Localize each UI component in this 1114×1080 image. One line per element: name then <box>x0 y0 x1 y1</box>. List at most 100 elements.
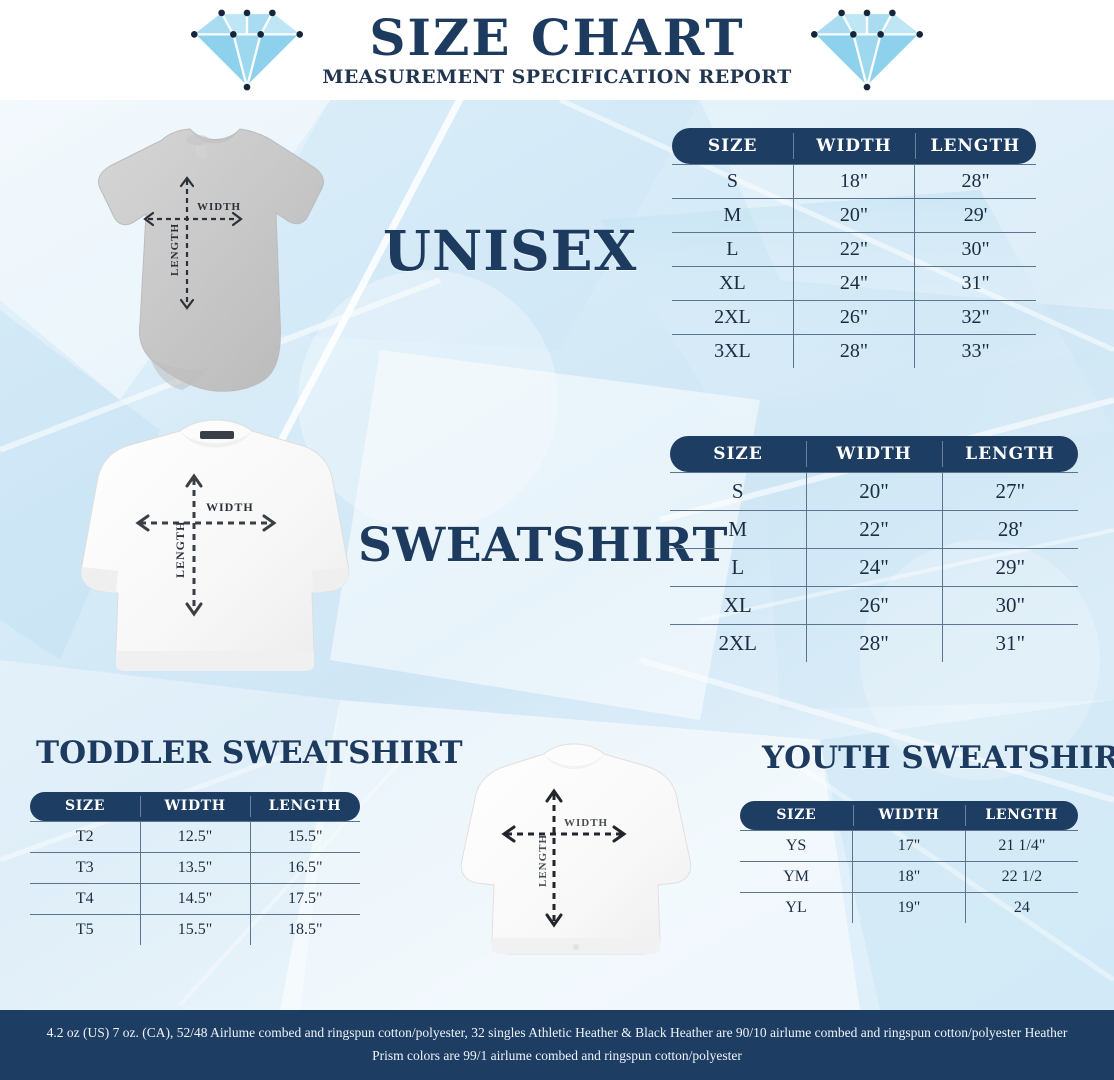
section-title-unisex: UNISEX <box>383 218 638 283</box>
unisex-width-label: WIDTH <box>197 201 241 213</box>
column-header-width: WIDTH <box>793 128 914 164</box>
cell-size: YL <box>740 891 854 923</box>
sweatshirt-length-label: LENGTH <box>173 521 187 578</box>
column-header-length: LENGTH <box>914 128 1036 164</box>
cell-length: 22 1/2 <box>965 860 1078 892</box>
table-row: L 22" 30" <box>672 231 1036 266</box>
table-row: M 20" 29' <box>672 197 1036 232</box>
page-footer: 4.2 oz (US) 7 oz. (CA), 52/48 Airlume co… <box>0 1010 1114 1080</box>
cell-length: 30" <box>914 231 1036 266</box>
youth-size-table: SIZE WIDTH LENGTH YS 17" 21 1/4" YM 18" 22 1/2 Y… <box>740 801 1078 923</box>
cell-length: 18.5" <box>250 913 360 945</box>
cell-width: 18" <box>852 860 966 892</box>
page-subtitle: MEASUREMENT SPECIFICATION REPORT <box>322 66 792 88</box>
toddler-length-label: LENGTH <box>537 834 549 887</box>
cell-width: 19" <box>852 891 966 923</box>
cell-length: 30" <box>942 585 1078 624</box>
cell-size: XL <box>670 585 807 624</box>
table-header-row: SIZE WIDTH LENGTH <box>670 436 1078 472</box>
cell-length: 29" <box>942 547 1078 586</box>
cell-width: 26" <box>793 299 916 334</box>
cell-size: XL <box>672 265 794 300</box>
column-header-width: WIDTH <box>140 792 250 821</box>
cell-size: T5 <box>30 913 141 945</box>
cell-size: L <box>670 547 807 586</box>
cell-length: 21 1/4" <box>965 829 1078 861</box>
cell-width: 28" <box>806 623 943 662</box>
cell-length: 17.5" <box>250 882 360 914</box>
cell-length: 28' <box>942 509 1078 548</box>
table-row: T4 14.5" 17.5" <box>30 882 360 914</box>
section-title-sweatshirt: SWEATSHIRT <box>358 518 728 573</box>
toddler-size-table: SIZE WIDTH LENGTH T2 12.5" 15.5" T3 13.5" 16.5"… <box>30 792 360 945</box>
column-header-size: SIZE <box>65 798 105 815</box>
section-title-toddler: TODDLER SWEATSHIRT <box>36 735 463 771</box>
cell-size: 2XL <box>670 623 807 662</box>
cell-size: 2XL <box>672 299 794 334</box>
cell-width: 17" <box>852 829 966 861</box>
table-row: YM 18" 22 1/2 <box>740 860 1078 892</box>
unisex-length-label: LENGTH <box>169 223 181 276</box>
header-titles: SIZE CHART MEASUREMENT SPECIFICATION REP… <box>316 12 797 88</box>
cell-length: 28" <box>914 163 1036 198</box>
cell-size: S <box>670 471 807 510</box>
sweatshirt-width-label: WIDTH <box>206 500 254 514</box>
table-row: YS 17" 21 1/4" <box>740 829 1078 861</box>
section-title-youth: YOUTH SWEATSHIRT <box>762 740 1114 776</box>
table-row: L 24" 29" <box>670 547 1078 586</box>
table-row: T5 15.5" 18.5" <box>30 913 360 945</box>
table-row: T3 13.5" 16.5" <box>30 851 360 883</box>
cell-length: 24 <box>965 891 1078 923</box>
toddler-sweatshirt-image: WIDTH LENGTH <box>460 743 692 955</box>
table-row: 3XL 28" 33" <box>672 333 1036 368</box>
cell-length: 31" <box>942 623 1078 662</box>
column-header-length: LENGTH <box>250 792 360 821</box>
page-header: SIZE CHART MEASUREMENT SPECIFICATION REP… <box>0 0 1114 100</box>
cell-size: S <box>672 163 794 198</box>
cell-length: 29' <box>914 197 1036 232</box>
cell-size: T2 <box>30 820 141 852</box>
cell-size: T4 <box>30 882 141 914</box>
table-header-row: SIZE WIDTH LENGTH <box>740 801 1078 830</box>
column-header-width: WIDTH <box>852 801 966 830</box>
table-row: 2XL 26" 32" <box>672 299 1036 334</box>
table-row: S 18" 28" <box>672 163 1036 198</box>
column-header-size: SIZE <box>707 135 758 156</box>
cell-width: 18" <box>793 163 916 198</box>
cell-width: 26" <box>806 585 943 624</box>
table-row: T2 12.5" 15.5" <box>30 820 360 852</box>
cell-width: 15.5" <box>140 913 251 945</box>
cell-length: 27" <box>942 471 1078 510</box>
cell-width: 24" <box>806 547 943 586</box>
cell-width: 28" <box>793 333 916 368</box>
cell-width: 12.5" <box>140 820 251 852</box>
cell-length: 31" <box>914 265 1036 300</box>
cell-width: 20" <box>793 197 916 232</box>
sweatshirt-image: WIDTH LENGTH <box>80 419 350 671</box>
unisex-size-table: SIZE WIDTH LENGTH S 18" 28" M 20" 29' L 22" 30" XL 2… <box>672 128 1036 368</box>
cell-size: L <box>672 231 794 266</box>
table-row: 2XL 28" 31" <box>670 623 1078 662</box>
cell-width: 14.5" <box>140 882 251 914</box>
table-header-row: SIZE WIDTH LENGTH <box>30 792 360 821</box>
table-header-row: SIZE WIDTH LENGTH <box>672 128 1036 164</box>
toddler-width-label: WIDTH <box>564 817 608 829</box>
cell-size: YM <box>740 860 854 892</box>
column-header-length: LENGTH <box>965 801 1078 830</box>
page-title: SIZE CHART <box>369 8 745 67</box>
cell-length: 32" <box>914 299 1036 334</box>
table-row: YL 19" 24 <box>740 891 1078 923</box>
table-row: XL 24" 31" <box>672 265 1036 300</box>
cell-length: 16.5" <box>250 851 360 883</box>
column-header-size: SIZE <box>713 443 763 464</box>
column-header-size: SIZE <box>776 807 817 824</box>
cell-width: 22" <box>793 231 916 266</box>
unisex-tshirt-image: WIDTH LENGTH <box>97 128 325 392</box>
diamond-icon-right <box>810 9 923 91</box>
cell-width: 13.5" <box>140 851 251 883</box>
table-row: M 22" 28' <box>670 509 1078 548</box>
table-row: XL 26" 30" <box>670 585 1078 624</box>
sweatshirt-size-table: SIZE WIDTH LENGTH S 20" 27" M 22" 28' L 24" 29" XL 2… <box>670 436 1078 662</box>
cell-width: 24" <box>793 265 916 300</box>
